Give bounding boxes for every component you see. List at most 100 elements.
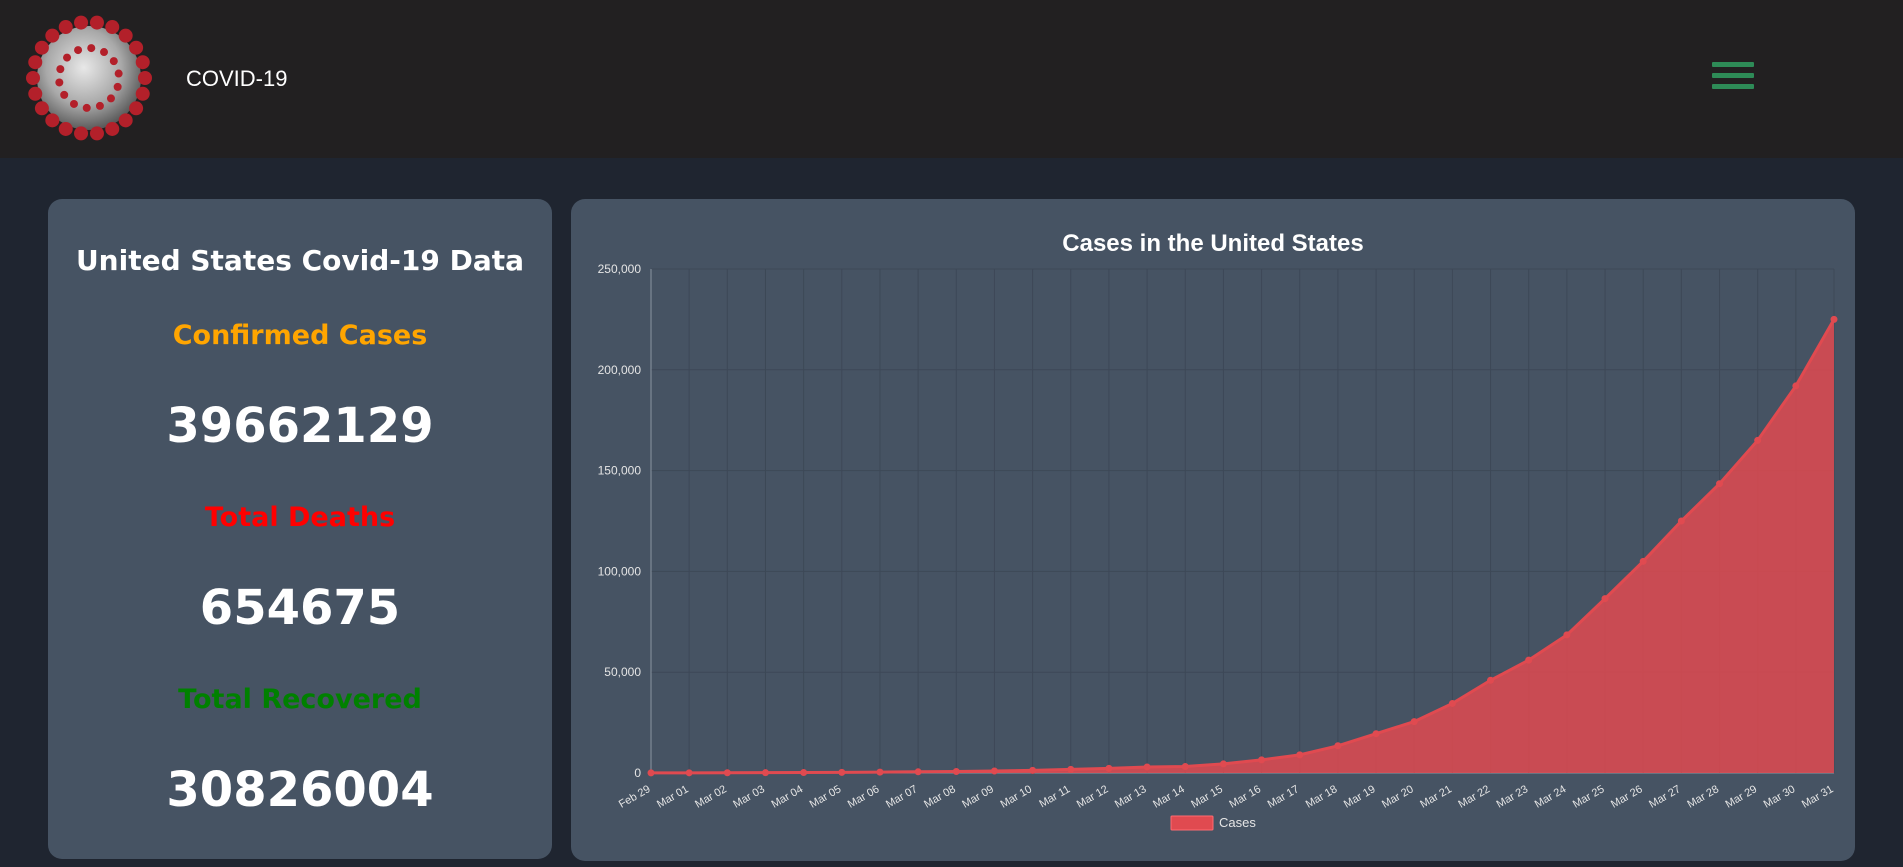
data-point[interactable] bbox=[1830, 315, 1838, 323]
hamburger-menu-icon[interactable] bbox=[1712, 62, 1754, 94]
total-deaths-value: 654675 bbox=[199, 580, 401, 636]
data-point[interactable] bbox=[1334, 742, 1342, 750]
x-tick-label: Mar 14 bbox=[1151, 783, 1187, 811]
x-tick-label: Mar 13 bbox=[1113, 783, 1149, 811]
data-point[interactable] bbox=[1029, 766, 1037, 774]
data-point[interactable] bbox=[1754, 436, 1762, 444]
x-tick-label: Mar 25 bbox=[1571, 783, 1607, 811]
data-point[interactable] bbox=[1601, 595, 1609, 603]
data-point[interactable] bbox=[1181, 763, 1189, 771]
data-point[interactable] bbox=[647, 769, 655, 777]
virus-spike bbox=[28, 55, 43, 70]
chart-legend[interactable]: Cases bbox=[1170, 815, 1256, 831]
x-tick-label: Mar 19 bbox=[1342, 783, 1378, 811]
data-point[interactable] bbox=[800, 769, 808, 777]
virus-spike bbox=[113, 82, 122, 91]
x-tick-label: Mar 01 bbox=[655, 783, 691, 811]
data-point[interactable] bbox=[1716, 480, 1724, 488]
data-point[interactable] bbox=[876, 768, 884, 776]
x-tick-label: Mar 20 bbox=[1380, 783, 1416, 811]
virus-spike bbox=[105, 121, 120, 136]
x-tick-label: Mar 16 bbox=[1227, 783, 1263, 811]
virus-spike bbox=[56, 65, 65, 74]
x-tick-label: Mar 29 bbox=[1724, 783, 1760, 811]
data-point[interactable] bbox=[723, 769, 731, 777]
data-point[interactable] bbox=[1448, 699, 1456, 707]
virus-spike bbox=[69, 99, 78, 108]
data-point[interactable] bbox=[1677, 517, 1685, 525]
x-tick-label: Mar 22 bbox=[1456, 783, 1492, 811]
x-tick-label: Mar 15 bbox=[1189, 783, 1225, 811]
data-point[interactable] bbox=[1296, 751, 1304, 759]
data-point[interactable] bbox=[838, 768, 846, 776]
data-point[interactable] bbox=[1105, 764, 1113, 772]
x-tick-label: Mar 07 bbox=[884, 783, 920, 811]
x-tick-label: Mar 26 bbox=[1609, 783, 1645, 811]
virus-spike bbox=[45, 113, 60, 128]
data-point[interactable] bbox=[1372, 730, 1380, 738]
x-tick-label: Mar 18 bbox=[1304, 783, 1340, 811]
data-point[interactable] bbox=[952, 767, 960, 775]
virus-spike bbox=[58, 20, 73, 35]
data-point[interactable] bbox=[1410, 718, 1418, 726]
virus-spike bbox=[129, 40, 144, 55]
legend-swatch-cases bbox=[1170, 815, 1214, 831]
virus-spike bbox=[129, 101, 144, 116]
data-point[interactable] bbox=[1563, 631, 1571, 639]
cases-line bbox=[650, 318, 1836, 775]
virus-spike bbox=[89, 15, 104, 30]
virus-spike bbox=[135, 55, 150, 70]
virus-spike bbox=[82, 103, 91, 112]
data-point[interactable] bbox=[685, 769, 693, 777]
x-tick-label: Mar 24 bbox=[1533, 783, 1569, 811]
virus-spike bbox=[74, 46, 83, 55]
x-tick-label: Feb 29 bbox=[617, 783, 653, 811]
data-point[interactable] bbox=[1487, 676, 1495, 684]
virus-spike bbox=[58, 121, 73, 136]
x-tick-label: Mar 02 bbox=[693, 783, 729, 811]
virus-spike bbox=[34, 40, 49, 55]
cases-chart[interactable]: Cases in the United States 0 50,000 100,00… bbox=[571, 199, 1855, 861]
brand-title[interactable]: COVID-19 bbox=[186, 66, 288, 91]
total-deaths-label: Total Deaths bbox=[204, 502, 396, 533]
data-point[interactable] bbox=[1639, 557, 1647, 565]
virus-spike bbox=[89, 126, 104, 141]
x-tick-label: Mar 30 bbox=[1762, 783, 1798, 811]
x-tick-label: Mar 27 bbox=[1647, 783, 1683, 811]
confirmed-cases-value: 39662129 bbox=[166, 398, 434, 454]
coronavirus-logo-icon[interactable] bbox=[22, 11, 156, 145]
virus-spike bbox=[74, 126, 89, 141]
virus-spike bbox=[87, 44, 96, 53]
x-tick-label: Mar 23 bbox=[1495, 783, 1531, 811]
data-point[interactable] bbox=[1143, 763, 1151, 771]
x-tick-label: Mar 12 bbox=[1075, 783, 1111, 811]
data-point[interactable] bbox=[990, 767, 998, 775]
x-tick-label: Mar 31 bbox=[1800, 783, 1836, 811]
data-point[interactable] bbox=[1219, 760, 1227, 768]
x-tick-label: Mar 21 bbox=[1418, 783, 1454, 811]
x-tick-label: Mar 06 bbox=[846, 783, 882, 811]
data-point[interactable] bbox=[1067, 765, 1075, 773]
virus-spike bbox=[60, 90, 69, 99]
x-tick-label: Mar 17 bbox=[1266, 783, 1302, 811]
virus-spike bbox=[28, 86, 43, 101]
stats-title: United States Covid-19 Data bbox=[75, 244, 525, 277]
chart-title: Cases in the United States bbox=[1062, 230, 1363, 257]
data-point[interactable] bbox=[1525, 656, 1533, 664]
virus-spike bbox=[95, 101, 104, 110]
virus-spike bbox=[135, 86, 150, 101]
data-point[interactable] bbox=[1258, 756, 1266, 764]
legend-label-cases: Cases bbox=[1219, 815, 1256, 830]
x-tick-label: Mar 11 bbox=[1037, 783, 1072, 810]
virus-spike bbox=[106, 94, 115, 103]
x-tick-label: Mar 04 bbox=[769, 783, 805, 811]
data-point[interactable] bbox=[761, 769, 769, 777]
virus-spike bbox=[109, 57, 118, 66]
data-point[interactable] bbox=[914, 768, 922, 776]
virus-spike bbox=[105, 20, 120, 35]
virus-spike bbox=[74, 15, 89, 30]
virus-spike bbox=[45, 28, 60, 43]
data-point[interactable] bbox=[1792, 382, 1800, 390]
cases-area bbox=[651, 319, 1834, 773]
y-tick-label: 250,000 bbox=[598, 262, 642, 276]
